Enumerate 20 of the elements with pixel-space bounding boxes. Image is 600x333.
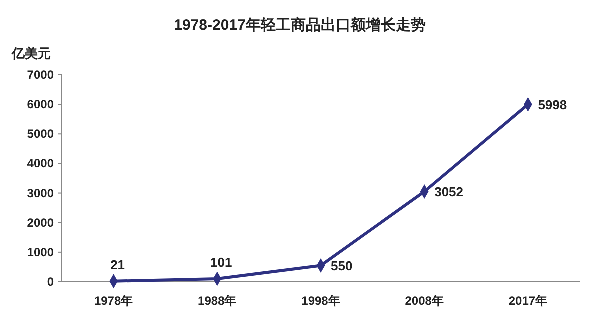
y-tick-label: 4000 [27,156,54,171]
data-label: 21 [110,257,126,272]
y-tick-label: 6000 [27,98,54,112]
data-label: 5998 [538,98,568,113]
data-label: 3052 [434,184,464,200]
x-tick-label: 1978年 [94,294,134,308]
y-axis-title: 亿美元 [11,46,51,61]
y-tick-label: 7000 [27,68,54,82]
y-tick-label: 2000 [27,216,54,230]
x-tick-label: 1998年 [302,294,340,308]
y-tick-label: 0 [47,275,54,289]
chart-title: 1978-2017年轻工商品出口额增长走势 [174,16,426,34]
data-label: 101 [210,255,232,270]
y-tick-label: 3000 [27,186,54,200]
y-tick-label: 5000 [27,127,54,142]
x-tick-label: 2017年 [508,294,548,308]
y-tick-label: 1000 [27,245,54,260]
x-tick-label: 1988年 [198,294,237,308]
data-label: 550 [331,258,353,274]
x-tick-label: 2008年 [405,294,444,308]
